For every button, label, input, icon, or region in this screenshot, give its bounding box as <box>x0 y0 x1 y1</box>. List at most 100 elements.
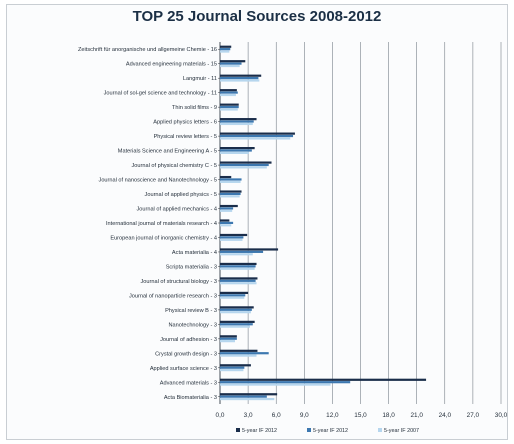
bar <box>220 233 248 237</box>
category-label: Physical review letters - 5 <box>154 134 217 140</box>
legend-label: 5-year IF 2012 <box>242 428 277 434</box>
legend-swatch <box>307 428 311 432</box>
category-label: Journal of nanoscience and Nanotechnolog… <box>99 178 217 184</box>
bar <box>220 190 242 193</box>
category-label: Crystal growth design - 3 <box>155 351 217 357</box>
bar <box>220 253 253 256</box>
bar <box>220 349 258 352</box>
category-label: Nanotechnology - 3 <box>168 322 217 328</box>
bar <box>220 378 427 381</box>
bar <box>220 311 251 314</box>
bar <box>220 134 294 138</box>
category-label: Thin solid films - 9 <box>172 105 217 111</box>
legend-swatch <box>378 428 382 432</box>
bar <box>220 103 239 106</box>
x-tick-label: 24,0 <box>439 412 452 419</box>
category-label: Journal of applied physics - 5 <box>145 192 217 198</box>
legend-label: 5-year IF 2012 <box>313 428 348 434</box>
x-tick-label: 27,0 <box>467 412 480 419</box>
bar <box>220 195 240 198</box>
bar <box>220 308 252 311</box>
bar <box>220 248 279 251</box>
bar <box>220 122 253 126</box>
bar <box>220 105 239 109</box>
bar <box>220 236 244 239</box>
bar <box>220 291 249 294</box>
x-tick-label: 30,0 <box>495 412 508 419</box>
x-tick-label: 0,0 <box>216 412 225 419</box>
category-label: Journal of applied mechanics - 4 <box>136 207 217 213</box>
bar <box>220 395 267 398</box>
bar <box>220 50 230 53</box>
bar <box>220 77 259 80</box>
legend-swatch <box>236 428 240 432</box>
bar <box>220 79 260 82</box>
bar <box>220 364 251 367</box>
category-label: Journal of nanoparticle research - 3 <box>129 293 217 299</box>
category-label: Advanced materials - 3 <box>160 380 217 386</box>
category-label: Acta Biomaterialia - 3 <box>164 395 217 401</box>
bar <box>220 279 256 282</box>
chart-title: TOP 25 Journal Sources 2008-2012 <box>132 8 382 25</box>
category-label: Journal of sol-gel science and technolog… <box>104 91 217 97</box>
x-tick-label: 18,0 <box>382 412 395 419</box>
category-label: Scripta materialia - 3 <box>166 264 217 270</box>
bar <box>220 60 246 63</box>
bar <box>220 204 238 208</box>
bar <box>220 219 230 222</box>
x-tick-label: 21,0 <box>410 412 423 419</box>
bar <box>220 337 237 340</box>
category-label: Materials Science and Engineering A - 5 <box>118 149 217 155</box>
bar <box>220 147 255 150</box>
bar <box>220 325 250 328</box>
bar <box>220 151 250 154</box>
category-label: Advanced engineering materials - 15 <box>126 62 217 68</box>
bar <box>220 282 257 285</box>
bar <box>220 118 257 121</box>
bar <box>220 120 254 123</box>
bar <box>220 224 232 227</box>
bar <box>220 267 255 270</box>
category-label: European journal of inorganic chemistry … <box>110 235 217 241</box>
bar <box>220 320 255 323</box>
bar <box>220 175 232 179</box>
category-label: Journal of adhesion - 3 <box>160 337 217 343</box>
bar <box>220 207 234 210</box>
category-label: Zeitschrift für anorganische und allgeme… <box>78 47 217 53</box>
bar <box>220 354 257 357</box>
category-label: Applied surface science - 3 <box>150 366 217 372</box>
bar <box>220 48 231 51</box>
bar <box>220 108 238 111</box>
bar <box>220 62 242 65</box>
bar <box>220 366 245 369</box>
x-tick-label: 3,0 <box>244 412 253 419</box>
bar <box>220 91 238 94</box>
bar <box>220 132 295 135</box>
category-label: Applied physics letters - 6 <box>153 120 217 126</box>
bar <box>220 294 246 297</box>
category-label: Physical review B - 3 <box>165 308 217 314</box>
category-label: Langmuir - 11 <box>183 76 217 82</box>
category-label: International journal of materials resea… <box>106 221 217 227</box>
bar <box>220 149 252 152</box>
category-label: Journal of structural biology - 3 <box>141 279 218 285</box>
bar <box>220 89 237 92</box>
bar <box>220 137 291 140</box>
x-tick-label: 6,0 <box>272 412 281 419</box>
bar <box>220 64 240 68</box>
legend-label: 5-year IF 2007 <box>384 428 419 434</box>
bar <box>220 178 242 181</box>
x-tick-label: 15,0 <box>354 412 367 419</box>
bar <box>220 397 275 401</box>
bar <box>220 306 254 309</box>
bar <box>220 296 245 299</box>
bar <box>220 393 278 396</box>
bar <box>220 163 269 167</box>
bar <box>220 221 234 224</box>
bar <box>220 381 351 384</box>
bar <box>220 323 253 326</box>
bar <box>220 192 241 196</box>
bar <box>220 262 257 266</box>
bar <box>220 335 237 338</box>
